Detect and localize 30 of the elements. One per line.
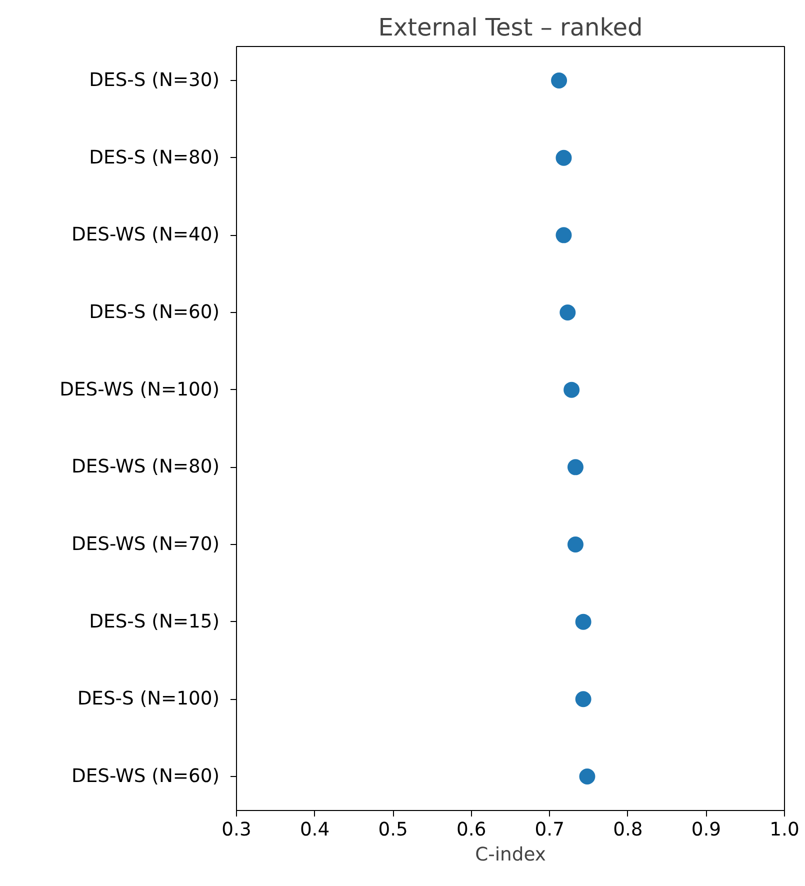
y-tick-label: DES-WS (N=100) [60, 379, 220, 400]
y-tick-label: DES-WS (N=70) [71, 534, 220, 555]
point [551, 72, 568, 89]
y-tick-label: DES-S (N=15) [89, 611, 220, 632]
point [564, 382, 580, 398]
point [567, 459, 584, 476]
point [556, 227, 572, 244]
x-tick-label: 0.4 [300, 820, 330, 840]
y-tick-label: DES-WS (N=60) [71, 766, 220, 787]
x-axis-title: C-index [475, 844, 546, 866]
y-tick-label: DES-S (N=100) [77, 688, 220, 710]
point [575, 691, 592, 708]
y-tick-label: DES-S (N=30) [89, 70, 220, 92]
x-tick-label: 0.5 [378, 820, 408, 840]
x-tick-label: 0.6 [456, 820, 486, 840]
x-tick-label: 0.7 [534, 820, 564, 840]
point [567, 536, 584, 552]
chart-title: External Test – ranked [378, 14, 643, 42]
y-tick-label: DES-S (N=60) [89, 302, 220, 324]
x-tick-label: 0.3 [222, 820, 252, 840]
x-tick-label: 0.9 [691, 820, 722, 840]
y-tick-label: DES-S (N=80) [89, 147, 220, 168]
y-tick-label: DES-WS (N=40) [71, 224, 220, 246]
point [575, 614, 592, 630]
point [579, 768, 596, 784]
point [556, 150, 572, 166]
x-tick-label: 1.0 [770, 820, 800, 840]
point [560, 304, 576, 320]
y-tick-label: DES-WS (N=80) [71, 456, 220, 478]
x-tick-label: 0.8 [613, 820, 643, 840]
